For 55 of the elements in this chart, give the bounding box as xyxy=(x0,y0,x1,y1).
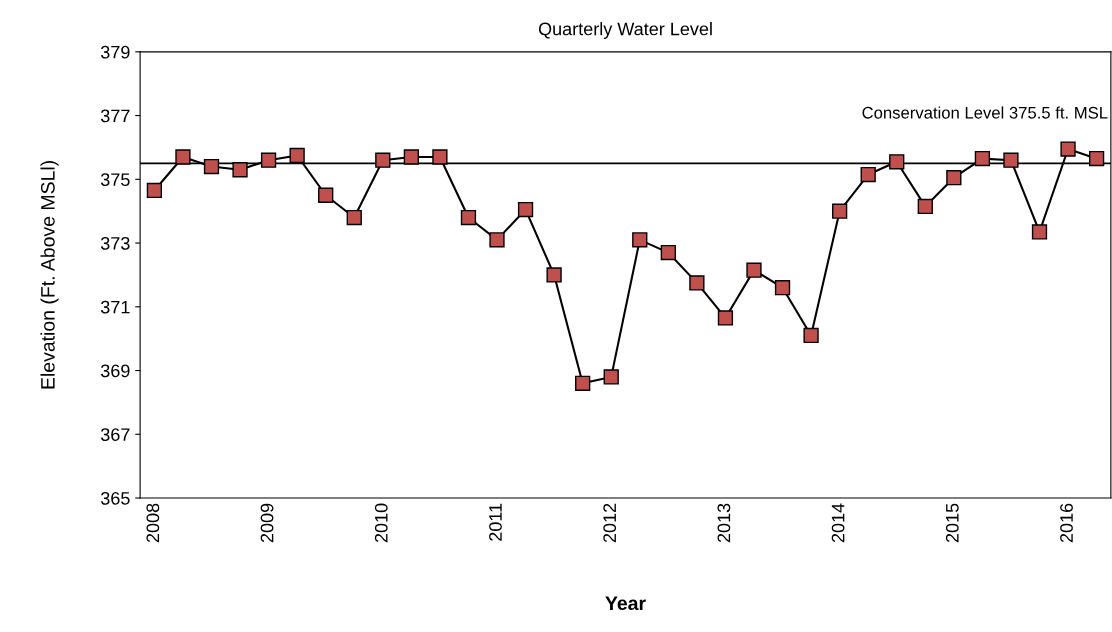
point xyxy=(1060,141,1076,157)
point xyxy=(232,162,248,178)
point xyxy=(803,327,819,344)
point xyxy=(489,232,505,248)
point xyxy=(632,232,648,248)
y-axis-title: Elevation (Ft. Above MSLl) xyxy=(40,161,59,389)
point xyxy=(1088,150,1105,167)
x-tick-label: 2016 xyxy=(1060,503,1073,543)
point xyxy=(146,182,163,199)
y-tick-label: 367 xyxy=(100,428,130,441)
point xyxy=(689,275,705,291)
point xyxy=(717,310,734,326)
point xyxy=(346,209,362,226)
point xyxy=(660,244,676,261)
point xyxy=(432,149,448,165)
y-tick-label: 379 xyxy=(100,45,130,59)
point xyxy=(603,369,619,385)
y-tick-label: 365 xyxy=(100,491,130,505)
point xyxy=(974,150,991,167)
point xyxy=(318,187,334,203)
y-tick-label: 373 xyxy=(100,236,130,250)
y-tick-label: 377 xyxy=(100,109,130,123)
x-tick-label: 2011 xyxy=(489,503,502,541)
x-tick-label: 2008 xyxy=(146,503,160,543)
y-tick-label: 375 xyxy=(100,173,130,187)
point xyxy=(917,198,933,215)
point xyxy=(774,280,791,296)
point xyxy=(832,203,848,219)
chart-title: Quarterly Water Level xyxy=(538,22,712,39)
point xyxy=(517,201,534,218)
point xyxy=(175,149,191,165)
x-tick-label: 2010 xyxy=(374,503,388,543)
y-tick-label: 371 xyxy=(100,300,130,314)
x-tick-label: 2015 xyxy=(945,503,959,543)
x-tick-label: 2014 xyxy=(831,503,845,543)
point xyxy=(889,154,905,170)
point xyxy=(746,262,762,278)
point xyxy=(260,152,277,168)
x-tick-label: 2012 xyxy=(603,503,617,543)
point xyxy=(946,170,962,186)
x-axis-title: Year xyxy=(605,596,646,611)
point xyxy=(1031,224,1048,240)
y-tick-label: 369 xyxy=(100,364,130,378)
point xyxy=(203,158,220,175)
point xyxy=(575,375,591,391)
point xyxy=(460,209,477,226)
x-tick-label: 2009 xyxy=(260,503,274,543)
ref-line-label: Conservation Level 375.5 ft. MSL xyxy=(862,106,1108,119)
x-tick-label: 2013 xyxy=(717,503,731,543)
point xyxy=(1003,152,1019,168)
point xyxy=(546,267,562,283)
point xyxy=(289,147,305,164)
point xyxy=(860,166,876,183)
point xyxy=(375,152,391,168)
point xyxy=(403,149,419,165)
